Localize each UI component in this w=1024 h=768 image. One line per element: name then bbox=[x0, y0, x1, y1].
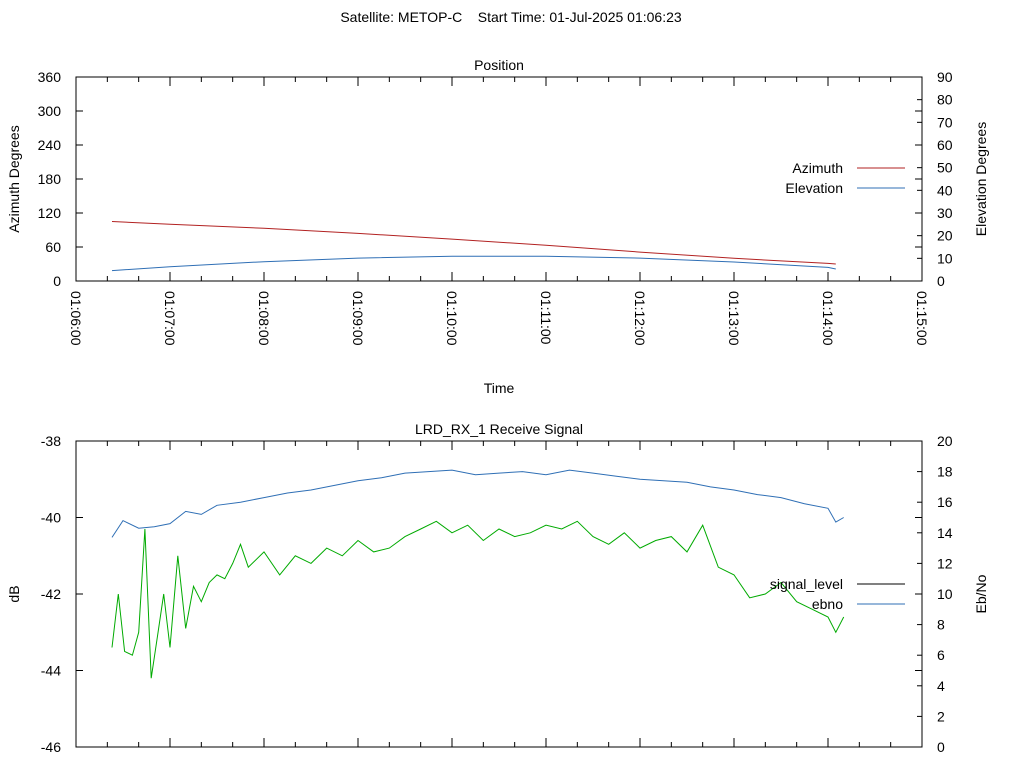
y2-tick-label: 20 bbox=[937, 433, 953, 449]
x-tick-label: 01:10:00 bbox=[444, 291, 460, 346]
y2-tick-label: 16 bbox=[937, 494, 953, 510]
y-tick-label: 240 bbox=[38, 137, 62, 153]
plot-title: Position bbox=[474, 57, 524, 73]
y-tick-label: 180 bbox=[38, 171, 62, 187]
plot-title: LRD_RX_1 Receive Signal bbox=[415, 421, 583, 437]
figure-title: Satellite: METOP-C Start Time: 01-Jul-20… bbox=[340, 9, 682, 25]
y2-tick-label: 0 bbox=[937, 273, 945, 289]
receive-signal-plot: LRD_RX_1 Receive Signal -46 -44 -42 -40 -38 0 2… bbox=[6, 421, 989, 755]
x-tick-label: 01:06:00 bbox=[68, 291, 84, 346]
legend-label: ebno bbox=[812, 596, 843, 612]
y-axis-label: dB bbox=[6, 585, 22, 602]
y2-tick-label: 8 bbox=[937, 617, 945, 633]
legend-label: Azimuth bbox=[792, 160, 843, 176]
position-plot: Position 0 60 120 180 240 300 360 0 10 20 30 40 50 60 7… bbox=[6, 57, 989, 396]
y-tick-label: 300 bbox=[38, 103, 62, 119]
x-tick-label: 01:07:00 bbox=[162, 291, 178, 346]
elevation-series-line bbox=[111, 255, 836, 272]
y-tick-label: 120 bbox=[38, 205, 62, 221]
y2-tick-label: 20 bbox=[937, 228, 953, 244]
y2-tick-label: 40 bbox=[937, 182, 953, 198]
legend-label: signal_level bbox=[770, 576, 843, 592]
y2-tick-label: 30 bbox=[937, 205, 953, 221]
y2-tick-label: 60 bbox=[937, 137, 953, 153]
x-tick-label: 01:13:00 bbox=[726, 291, 742, 346]
y-tick-label: -44 bbox=[41, 663, 61, 679]
y-tick-label: -40 bbox=[41, 510, 61, 526]
x-tick-label: 01:09:00 bbox=[350, 291, 366, 346]
y-tick-label: -46 bbox=[41, 739, 61, 755]
y2-tick-label: 0 bbox=[937, 739, 945, 755]
x-tick-label: 01:15:00 bbox=[914, 291, 930, 346]
y2-tick-label: 4 bbox=[937, 678, 945, 694]
y2-tick-label: 80 bbox=[937, 92, 953, 108]
x-tick-label: 01:14:00 bbox=[820, 291, 836, 346]
x-axis-label: Time bbox=[484, 380, 515, 396]
y-tick-label: 60 bbox=[45, 239, 61, 255]
x-tick-label: 01:11:00 bbox=[538, 291, 554, 345]
y2-axis-label: Elevation Degrees bbox=[973, 122, 989, 236]
plot-frame bbox=[75, 440, 923, 748]
y2-tick-label: 90 bbox=[937, 69, 953, 85]
y2-tick-label: 12 bbox=[937, 555, 953, 571]
y2-tick-label: 10 bbox=[937, 250, 953, 266]
ebno-series-line bbox=[111, 469, 844, 538]
y2-tick-label: 70 bbox=[937, 114, 953, 130]
y-tick-label: -38 bbox=[41, 433, 61, 449]
y-axis-label: Azimuth Degrees bbox=[6, 125, 22, 232]
y2-tick-label: 10 bbox=[937, 586, 953, 602]
x-tick-label: 01:08:00 bbox=[256, 291, 272, 346]
y2-tick-label: 18 bbox=[937, 464, 953, 480]
plot-frame bbox=[75, 76, 923, 282]
legend-label: Elevation bbox=[785, 180, 843, 196]
x-tick-label: 01:12:00 bbox=[632, 291, 648, 346]
y2-tick-label: 50 bbox=[937, 160, 953, 176]
y-tick-label: 0 bbox=[53, 273, 61, 289]
y-tick-label: -42 bbox=[41, 586, 61, 602]
y2-tick-label: 6 bbox=[937, 647, 945, 663]
y-tick-label: 360 bbox=[38, 69, 62, 85]
signal-level-series-line bbox=[111, 520, 845, 679]
y2-tick-label: 14 bbox=[937, 525, 953, 541]
azimuth-series-line bbox=[111, 221, 836, 265]
y2-tick-label: 2 bbox=[937, 708, 945, 724]
y2-axis-label: Eb/No bbox=[973, 574, 989, 613]
